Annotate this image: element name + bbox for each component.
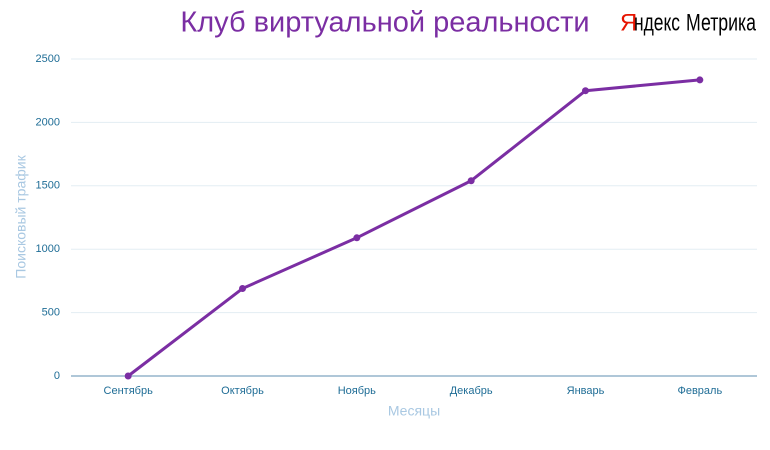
y-tick-label: 1000 — [36, 243, 60, 255]
y-tick-label: 500 — [42, 307, 60, 319]
y-axis-title: Поисковый трафик — [13, 154, 29, 278]
logo-product: Метрика — [686, 9, 756, 36]
y-tick-label: 0 — [54, 370, 60, 382]
x-tick-label: Сентябрь — [104, 385, 154, 397]
point — [124, 372, 132, 380]
y-tick-label: 2000 — [36, 116, 60, 128]
x-tick-label: Январь — [567, 385, 605, 397]
point — [239, 285, 246, 293]
x-tick-label: Октябрь — [221, 385, 264, 397]
x-tick-label: Декабрь — [450, 385, 493, 397]
logo-brand-first: Я — [620, 9, 637, 36]
point — [467, 177, 475, 185]
point — [696, 76, 704, 84]
point — [582, 87, 589, 95]
x-tick-label: Ноябрь — [338, 385, 376, 397]
x-tick-label: Февраль — [677, 385, 722, 397]
x-axis-title: Месяцы — [388, 403, 440, 419]
y-tick-label: 1500 — [36, 180, 60, 192]
line — [127, 78, 700, 378]
chart-title: Клуб виртуальной реальности — [180, 7, 589, 39]
y-tick-label: 2500 — [36, 53, 60, 65]
logo-brand-rest: ндекс — [634, 9, 680, 36]
point — [353, 234, 361, 242]
